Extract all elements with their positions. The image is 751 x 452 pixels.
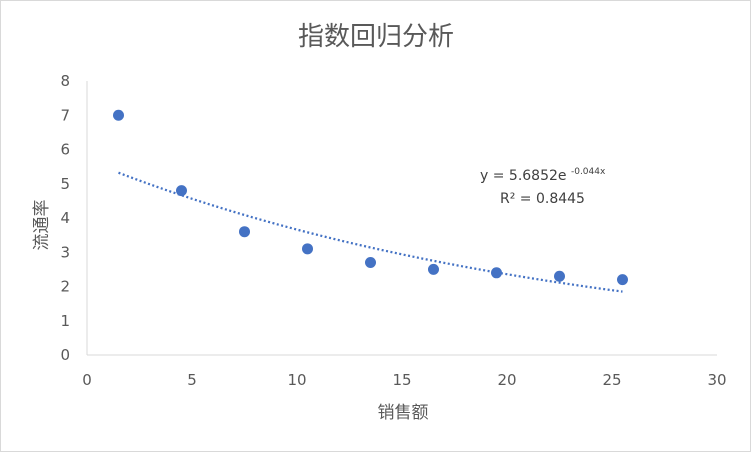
x-tick-label: 0 (82, 371, 92, 389)
x-tick-label: 20 (497, 371, 516, 389)
trendline-equation-base: y = 5.6852e (480, 168, 567, 184)
x-tick-label: 10 (287, 371, 306, 389)
data-point (239, 226, 250, 238)
data-point (113, 109, 124, 121)
data-point (302, 243, 313, 255)
data-point (491, 267, 502, 279)
trendline-r-squared: R² = 0.8445 (500, 191, 585, 207)
axes (86, 81, 717, 356)
x-axis-title: 销售额 (378, 403, 429, 423)
y-tick-label: 1 (60, 312, 70, 330)
y-tick-label: 8 (60, 72, 70, 90)
y-tick-label: 7 (60, 106, 70, 124)
data-point (176, 185, 187, 197)
data-point (428, 263, 439, 275)
x-tick-label: 30 (707, 371, 726, 389)
y-axis-title: 流通率 (32, 200, 52, 251)
data-point (365, 257, 376, 269)
y-tick-label: 0 (60, 346, 70, 364)
y-tick-label: 6 (60, 141, 70, 159)
y-tick-label: 4 (60, 209, 70, 227)
x-tick-label: 5 (187, 371, 197, 389)
trendline-equation: y = 5.6852e -0.044x (480, 167, 606, 184)
x-tick-label: 25 (602, 371, 621, 389)
y-tick-label: 2 (60, 278, 70, 296)
points-layer (113, 109, 628, 286)
data-point (554, 270, 565, 282)
y-tick-label: 5 (60, 175, 70, 193)
x-tick-labels: 0 5 10 15 20 25 30 (82, 371, 726, 389)
y-tick-label: 3 (60, 243, 70, 261)
x-tick-label: 15 (392, 371, 411, 389)
y-tick-labels: 0 1 2 3 4 5 6 7 8 (60, 72, 70, 364)
chart-title: 指数回归分析 (298, 22, 454, 52)
data-point (617, 274, 628, 286)
trendline-equation-exponent: -0.044x (571, 167, 606, 177)
